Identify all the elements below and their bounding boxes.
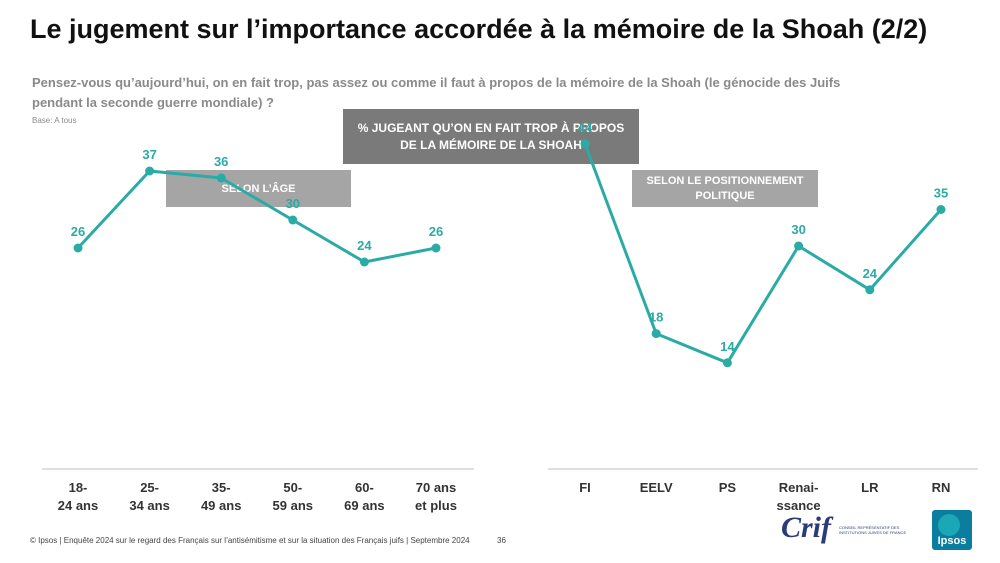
- ipsos-logo-text: Ipsos: [937, 535, 967, 547]
- category-label: 34 ans: [129, 498, 169, 513]
- survey-question: Pensez-vous qu’aujourd’hui, on en fait t…: [32, 75, 841, 110]
- category-label: 24 ans: [58, 498, 98, 513]
- data-point: [288, 215, 298, 225]
- category-label: ssance: [777, 498, 821, 513]
- footer-source: © Ipsos | Enquête 2024 sur le regard des…: [30, 536, 470, 545]
- category-label: 50-: [283, 480, 302, 495]
- data-point: [936, 205, 946, 214]
- data-label: 18: [649, 310, 663, 325]
- data-label: 14: [720, 339, 735, 354]
- category-label: 70 ans: [416, 480, 456, 495]
- series-line: [583, 143, 943, 365]
- data-label: 35: [934, 186, 948, 201]
- crif-logo-text: Crif: [781, 511, 832, 544]
- data-label: 37: [142, 147, 156, 162]
- data-point: [794, 241, 804, 251]
- category-label: 59 ans: [273, 498, 313, 513]
- category-label: LR: [861, 480, 879, 495]
- category-label: 49 ans: [201, 498, 241, 513]
- ipsos-logo: Ipsos: [932, 510, 972, 550]
- category-label: 69 ans: [344, 498, 384, 513]
- data-label: 26: [71, 224, 85, 239]
- data-point: [865, 285, 875, 295]
- category-label: 35-: [212, 480, 231, 495]
- data-point: [359, 257, 369, 267]
- data-label: 30: [286, 196, 300, 211]
- category-label: Renai-: [779, 480, 819, 495]
- data-label: 30: [791, 222, 805, 237]
- main-indicator-label: % JUGEANT QU’ON EN FAIT TROP À PROPOS DE…: [343, 109, 639, 164]
- data-point: [651, 329, 661, 339]
- category-label: 18-: [69, 480, 88, 495]
- crif-logo: Crif CONSEIL REPRÉSENTATIF DES INSTITUTI…: [781, 511, 921, 549]
- data-point: [145, 166, 155, 176]
- data-point: [73, 243, 83, 253]
- series-line: [76, 169, 437, 264]
- data-point: [722, 358, 732, 368]
- crif-logo-subtitle: CONSEIL REPRÉSENTATIF DES INSTITUTIONS J…: [839, 525, 907, 535]
- category-label: et plus: [415, 498, 457, 513]
- category-label: PS: [719, 480, 737, 495]
- category-label: 60-: [355, 480, 374, 495]
- category-label: 25-: [140, 480, 159, 495]
- category-label: RN: [932, 480, 951, 495]
- data-label: 36: [214, 154, 228, 169]
- page-number: 36: [497, 536, 506, 545]
- data-point: [580, 139, 590, 149]
- political-section-label: SELON LE POSITIONNEMENT POLITIQUE: [632, 170, 818, 207]
- data-point: [431, 243, 441, 253]
- base-note: Base: A tous: [32, 116, 77, 125]
- data-label: 26: [429, 224, 443, 239]
- page-title: Le jugement sur l’importance accordée à …: [30, 14, 928, 44]
- data-label: 24: [863, 266, 878, 281]
- category-label: FI: [579, 480, 591, 495]
- ipsos-logo-mark: [938, 514, 960, 536]
- data-label: 24: [357, 238, 372, 253]
- data-label: 44: [578, 120, 593, 135]
- category-label: EELV: [640, 480, 673, 495]
- data-point: [216, 173, 226, 183]
